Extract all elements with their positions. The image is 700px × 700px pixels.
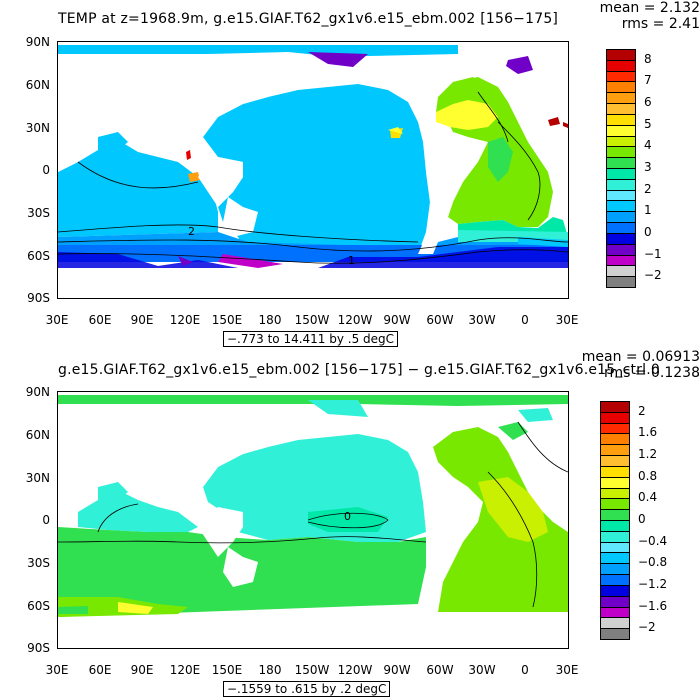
colorbar-label: −2	[638, 620, 656, 635]
lat-label: 90N	[25, 35, 50, 49]
contour-range-box: −.1559 to .615 by .2 degC	[223, 681, 391, 697]
lat-label: 0	[42, 513, 50, 527]
colorbar-label: 3	[644, 160, 652, 174]
colorbar-label: −2	[644, 268, 662, 283]
rms-readout: rms = 0.1238	[603, 365, 700, 381]
lat-label: 30S	[27, 206, 50, 220]
colorbar-swatch	[600, 628, 630, 640]
colorbar-label: 0.4	[638, 490, 658, 505]
lat-label: 60N	[25, 428, 50, 442]
lon-label: 90W	[383, 313, 411, 327]
colorbar-label: 7	[644, 73, 652, 88]
colorbar: 2 1.6 1.2 0.8 0.4 0 −0.4 −0.8 −1.2 −1.6 −2	[600, 401, 690, 640]
lon-label: 150W	[294, 313, 330, 327]
lon-label: 0	[521, 663, 529, 677]
lat-label: 60S	[27, 249, 50, 263]
rms-readout: rms = 2.41	[621, 16, 700, 32]
temperature-map: 2 1	[58, 45, 568, 268]
lon-label: 120W	[337, 313, 373, 327]
lon-label: 120E	[169, 313, 201, 327]
colorbar-label: 2	[638, 403, 646, 418]
mean-readout: mean = 0.06913	[581, 349, 700, 365]
lon-label: 30E	[45, 313, 69, 327]
contour-label: 0	[344, 510, 351, 523]
lat-label: 90N	[25, 385, 50, 399]
lon-label: 60E	[88, 313, 112, 327]
lon-label: 30E	[555, 313, 579, 327]
lon-label: 120E	[169, 663, 201, 677]
colorbar-label: −1	[644, 246, 662, 261]
map-frame: 2 1	[57, 41, 569, 299]
lon-label: 60E	[88, 663, 112, 677]
lat-label: 90S	[27, 291, 50, 305]
lon-label: 180	[258, 663, 282, 677]
lat-label: 0	[42, 163, 50, 177]
colorbar-label: −1.2	[638, 576, 668, 591]
lon-label: 30E	[45, 663, 69, 677]
difference-map: 0	[58, 395, 568, 648]
lon-label: 90W	[383, 663, 411, 677]
lat-label: 60S	[27, 599, 50, 613]
colorbar-label: −1.6	[638, 598, 668, 613]
colorbar: 8 7 6 5 4 3 2 1 0 −1 −2	[606, 49, 686, 288]
lat-label: 90S	[27, 641, 50, 655]
colorbar-label: 5	[644, 116, 652, 131]
colorbar-label: −0.8	[638, 555, 668, 570]
colorbar-label: 0.8	[638, 468, 658, 483]
lon-label: 180	[258, 313, 282, 327]
lat-label: 30N	[25, 121, 50, 135]
colorbar-label: 0	[644, 224, 652, 239]
colorbar-label: 2	[644, 181, 652, 196]
colorbar-label: 8	[644, 51, 652, 66]
lon-label: 150E	[211, 313, 243, 327]
colorbar-label: 1.6	[638, 425, 658, 440]
colorbar-label: 6	[644, 95, 652, 110]
lat-label: 30N	[25, 471, 50, 485]
lon-label: 30W	[468, 313, 496, 327]
lon-label: 30E	[555, 663, 579, 677]
lon-label: 60W	[426, 663, 454, 677]
lat-label: 30S	[27, 556, 50, 570]
lon-label: 150W	[294, 663, 330, 677]
lon-label: 120W	[337, 663, 373, 677]
lon-label: 0	[521, 313, 529, 327]
colorbar-label: 1	[644, 203, 652, 218]
colorbar-label: −0.4	[638, 533, 668, 548]
colorbar-label: 0	[638, 512, 646, 526]
lon-label: 90E	[130, 663, 154, 677]
lon-label: 30W	[468, 663, 496, 677]
contour-label: 1	[348, 254, 355, 267]
panel-title: g.e15.GIAF.T62_gx1v6.e15_ebm.002 [156−17…	[58, 362, 660, 378]
colorbar-label: 4	[644, 138, 652, 153]
contour-range-box: −.773 to 14.411 by .5 degC	[223, 331, 399, 347]
colorbar-swatch	[606, 276, 636, 288]
panel-title: TEMP at z=1968.9m, g.e15.GIAF.T62_gx1v6.…	[58, 11, 559, 27]
contour-label: 2	[188, 225, 195, 238]
mean-readout: mean = 2.132	[599, 0, 700, 16]
lon-label: 150E	[211, 663, 243, 677]
lat-label: 60N	[25, 78, 50, 92]
lon-label: 60W	[426, 313, 454, 327]
colorbar-label: 1.2	[638, 447, 658, 462]
map-frame: 0	[57, 391, 569, 649]
lon-label: 90E	[130, 313, 154, 327]
